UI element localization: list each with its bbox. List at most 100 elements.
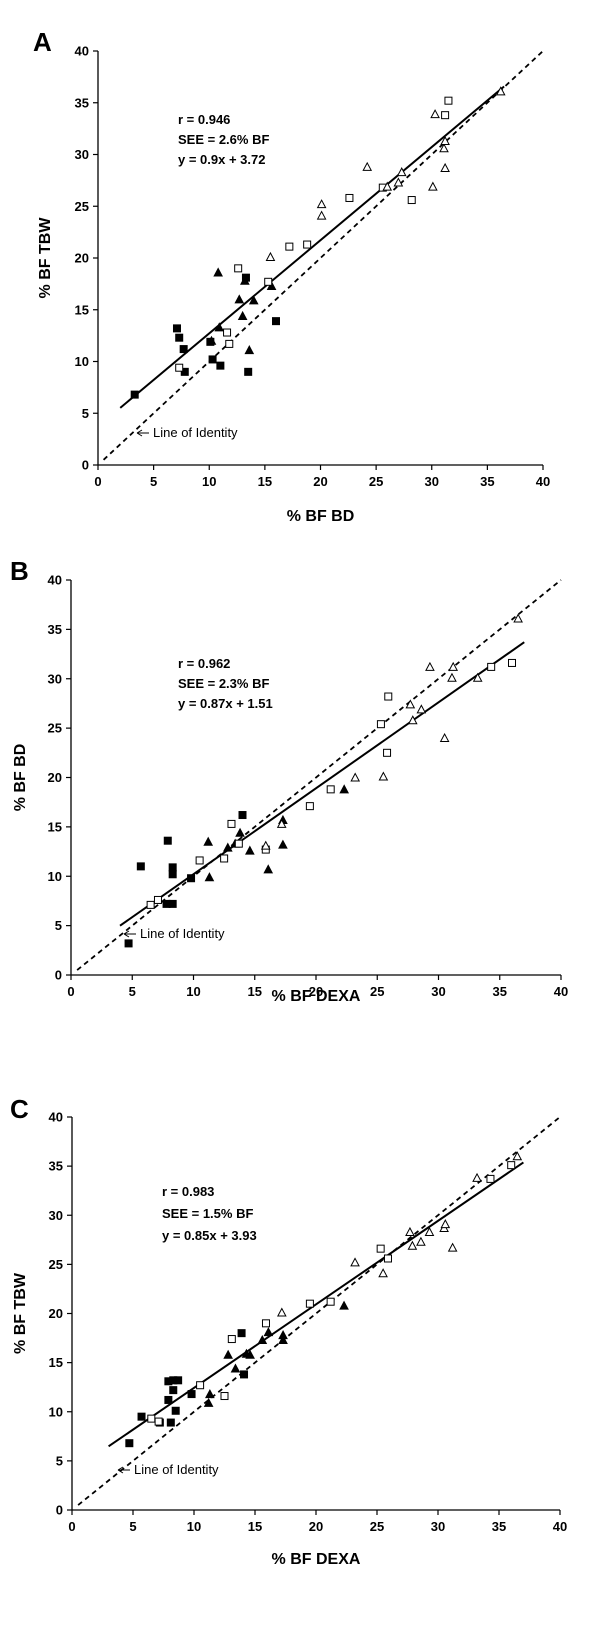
panel-letter: B: [10, 556, 29, 586]
open-triangle-point: [440, 135, 450, 146]
filled-square-point: [238, 811, 247, 820]
filled-triangle-point: [234, 294, 245, 304]
x-tick-label: 35: [480, 474, 494, 489]
x-tick-label: 40: [554, 984, 568, 999]
open-triangle-point: [316, 210, 327, 220]
x-tick-label: 20: [313, 474, 327, 489]
stat-annotation: SEE = 2.3% BF: [178, 676, 269, 691]
filled-triangle-point: [278, 839, 288, 849]
open-square-point: [234, 839, 243, 848]
filled-triangle-point: [240, 275, 250, 285]
open-square-point: [195, 856, 204, 865]
open-triangle-point: [472, 672, 483, 682]
y-tick-label: 5: [82, 406, 89, 421]
y-tick-label: 0: [82, 458, 89, 473]
open-triangle-point: [447, 672, 457, 682]
filled-square-point: [216, 361, 225, 370]
x-tick-label: 30: [431, 1519, 445, 1534]
filled-square-point: [166, 1418, 175, 1427]
open-square-point: [384, 692, 393, 701]
y-axis-label: % BF BD: [12, 744, 29, 812]
open-square-point: [227, 819, 236, 828]
x-tick-label: 15: [258, 474, 272, 489]
panel-letter: C: [10, 1094, 29, 1124]
filled-square-point: [171, 1406, 180, 1415]
y-tick-label: 35: [75, 95, 89, 110]
open-square-point: [146, 900, 155, 909]
open-square-point: [303, 240, 312, 249]
open-triangle-point: [405, 1226, 415, 1236]
y-axis-label: % BF TBW: [12, 1272, 29, 1354]
open-square-point: [220, 854, 229, 863]
filled-square-point: [137, 1412, 146, 1421]
identity-line: [76, 579, 562, 971]
open-square-point: [175, 363, 184, 372]
open-square-point: [507, 1161, 516, 1170]
identity-label: Line of Identity: [140, 926, 225, 941]
stat-annotation: y = 0.9x + 3.72: [178, 152, 265, 167]
open-square-point: [154, 1417, 163, 1426]
x-tick-label: 40: [536, 474, 550, 489]
filled-triangle-point: [230, 1363, 241, 1373]
filled-triangle-point: [339, 1300, 349, 1310]
x-tick-label: 15: [248, 984, 262, 999]
open-triangle-point: [513, 613, 523, 623]
open-square-point: [326, 1297, 335, 1306]
x-tick-label: 0: [94, 474, 101, 489]
open-triangle-point: [512, 1151, 523, 1161]
y-tick-label: 40: [48, 573, 62, 588]
y-axis-label: % BF TBW: [37, 217, 54, 299]
open-square-point: [220, 1392, 229, 1401]
chart-panel-b: B 0 5 10 15 20 25 30 35 40 0 5 10 15 20 25 30 35 40 % BF DE…: [10, 556, 568, 1005]
open-square-point: [234, 264, 243, 273]
filled-square-point: [180, 367, 189, 376]
open-triangle-point: [350, 1257, 360, 1267]
filled-triangle-point: [222, 842, 233, 852]
x-tick-label: 25: [369, 474, 383, 489]
x-tick-label: 5: [129, 984, 136, 999]
open-triangle-point: [378, 771, 389, 781]
filled-triangle-point: [204, 872, 215, 882]
filled-triangle-point: [213, 267, 223, 277]
open-triangle-point: [440, 162, 450, 172]
filled-triangle-point: [223, 1349, 233, 1359]
x-axis-label: % BF DEXA: [272, 988, 361, 1005]
filled-square-point: [136, 862, 145, 871]
filled-square-point: [240, 1370, 249, 1379]
filled-square-point: [174, 1376, 183, 1385]
open-triangle-point: [393, 177, 404, 187]
open-triangle-point: [439, 732, 450, 742]
open-square-point: [441, 111, 450, 120]
filled-square-point: [168, 863, 177, 872]
open-triangle-point: [316, 199, 327, 209]
filled-triangle-point: [237, 310, 248, 320]
x-tick-label: 35: [492, 1519, 506, 1534]
filled-triangle-point: [235, 827, 245, 837]
y-tick-label: 35: [48, 622, 62, 637]
open-triangle-point: [265, 251, 276, 261]
open-square-point: [383, 748, 392, 757]
filled-triangle-point: [257, 1334, 268, 1345]
open-square-point: [261, 1319, 270, 1328]
filled-square-point: [175, 333, 184, 342]
open-square-point: [196, 1381, 205, 1390]
panel-letter: A: [33, 27, 52, 57]
filled-triangle-point: [245, 1349, 255, 1359]
filled-triangle-point: [203, 836, 214, 846]
y-tick-label: 10: [49, 1404, 63, 1419]
open-triangle-point: [350, 772, 361, 782]
open-square-point: [407, 196, 416, 205]
y-tick-label: 10: [48, 869, 62, 884]
filled-triangle-point: [263, 864, 274, 874]
y-tick-label: 25: [48, 721, 62, 736]
filled-square-point: [130, 390, 139, 399]
filled-triangle-point: [248, 295, 259, 305]
filled-square-point: [172, 324, 181, 333]
chart-panel-c: C 0 5 10 15 20 25 30 35 40 0 5 10 15 20 25 30 35 40 % BF DE…: [10, 1094, 567, 1568]
open-triangle-point: [425, 661, 435, 671]
x-tick-label: 20: [309, 1519, 323, 1534]
open-square-point: [345, 193, 354, 202]
x-tick-label: 40: [553, 1519, 567, 1534]
x-tick-label: 5: [150, 474, 157, 489]
open-square-point: [305, 1299, 314, 1308]
